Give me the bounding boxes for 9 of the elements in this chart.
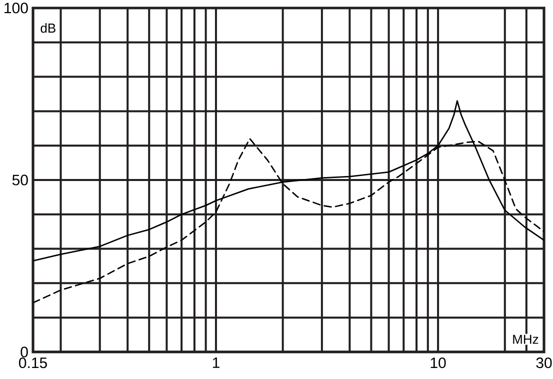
x-tick-label: 30 <box>536 358 552 368</box>
y-axis-title: dB <box>40 23 56 33</box>
y-tick-label: 100 <box>4 2 28 14</box>
y-tick-label: 0 <box>20 346 28 358</box>
y-tick-label: 50 <box>12 174 28 186</box>
x-tick-label: 1 <box>212 358 220 368</box>
x-tick-label: 10 <box>430 358 446 368</box>
x-tick-label: 0.15 <box>18 358 47 368</box>
x-axis-title: MHz <box>513 334 538 344</box>
